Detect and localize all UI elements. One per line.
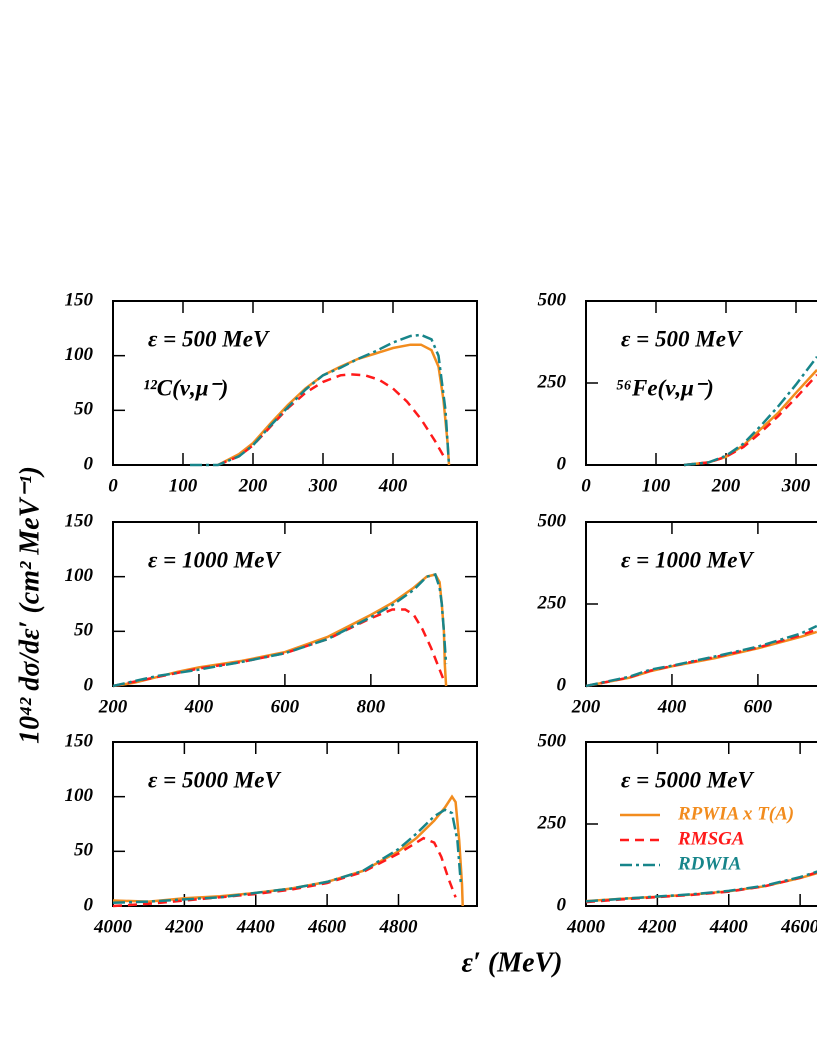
y-tick-label: 100 <box>65 565 94 586</box>
y-tick-label: 250 <box>537 592 567 613</box>
x-tick-label: 600 <box>744 696 773 717</box>
series-line <box>112 794 464 907</box>
y-tick-label: 0 <box>84 894 94 915</box>
x-tick-label: 300 <box>308 475 338 496</box>
series-line <box>683 356 817 467</box>
legend-label: RDWIA <box>677 853 741 874</box>
x-tick-label: 400 <box>657 696 687 717</box>
y-tick-label: 100 <box>65 785 94 806</box>
x-tick-label: 200 <box>98 696 128 717</box>
y-tick-label: 0 <box>557 674 567 695</box>
series-line <box>585 624 817 688</box>
x-tick-label: 4400 <box>709 916 749 937</box>
x-tick-label: 0 <box>581 475 591 496</box>
annotation: ε = 5000 MeV <box>621 767 754 792</box>
x-tick-label: 4000 <box>93 916 133 937</box>
x-tick-label: 0 <box>108 475 118 496</box>
series-line <box>585 871 817 904</box>
y-tick-label: 0 <box>557 894 567 915</box>
annotation: ε = 1000 MeV <box>148 547 281 572</box>
annotation: ε = 5000 MeV <box>148 767 281 792</box>
series-line <box>585 870 817 903</box>
y-tick-label: 250 <box>537 812 567 833</box>
y-tick-label: 500 <box>538 730 567 751</box>
y-tick-label: 50 <box>74 399 94 420</box>
y-tick-label: 50 <box>74 840 94 861</box>
x-tick-label: 4800 <box>378 916 418 937</box>
y-tick-label: 150 <box>65 510 94 531</box>
plot-frame <box>112 741 478 907</box>
series-line <box>112 572 448 688</box>
legend-label: RMSGA <box>677 828 745 849</box>
x-tick-label: 400 <box>184 696 214 717</box>
x-tick-label: 600 <box>271 696 300 717</box>
x-tick-label: 4600 <box>780 916 817 937</box>
y-tick-label: 0 <box>84 453 94 474</box>
x-axis-label: ε′ (MeV) <box>461 947 562 978</box>
y-tick-label: 50 <box>74 620 94 641</box>
y-tick-label: 500 <box>538 510 567 531</box>
y-tick-label: 100 <box>65 344 94 365</box>
series-line <box>190 333 451 467</box>
x-tick-label: 400 <box>378 475 408 496</box>
series-line <box>217 373 447 467</box>
y-tick-label: 0 <box>557 453 567 474</box>
x-tick-label: 4000 <box>566 916 606 937</box>
x-tick-label: 4200 <box>637 916 677 937</box>
y-tick-label: 150 <box>65 289 94 310</box>
x-tick-label: 200 <box>711 475 741 496</box>
plot-frame <box>112 300 478 466</box>
x-tick-label: 300 <box>781 475 811 496</box>
series-line <box>112 836 457 908</box>
annotation: ⁵⁶Fe(ν,μ⁻) <box>616 375 714 400</box>
annotation: ε = 1000 MeV <box>621 547 754 572</box>
y-axis-label: 10⁴² dσ/dε′ (cm² MeV⁻¹) <box>14 466 45 744</box>
y-tick-label: 250 <box>537 371 567 392</box>
x-tick-label: 4200 <box>164 916 204 937</box>
annotation: ε = 500 MeV <box>148 326 270 351</box>
x-tick-label: 200 <box>238 475 268 496</box>
x-tick-label: 4600 <box>307 916 347 937</box>
y-tick-label: 0 <box>84 674 94 695</box>
x-tick-label: 800 <box>357 696 386 717</box>
x-tick-label: 4400 <box>236 916 276 937</box>
plot-frame <box>112 521 478 687</box>
legend-label: RPWIA x T(A) <box>677 803 794 824</box>
annotation: ε = 500 MeV <box>621 326 743 351</box>
series-line <box>112 573 448 688</box>
x-tick-label: 100 <box>642 475 671 496</box>
annotation: ¹²C(ν,μ⁻) <box>143 375 228 400</box>
x-tick-label: 200 <box>571 696 601 717</box>
y-tick-label: 500 <box>538 289 567 310</box>
series-line <box>585 871 817 903</box>
series-line <box>217 343 451 467</box>
y-tick-label: 150 <box>65 730 94 751</box>
x-tick-label: 100 <box>169 475 198 496</box>
